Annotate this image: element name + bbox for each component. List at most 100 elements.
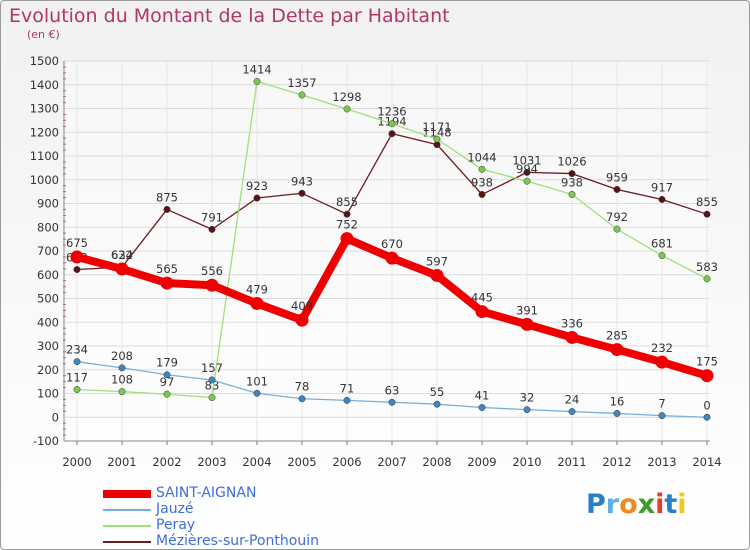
- data-point: [343, 210, 351, 218]
- legend-item: SAINT-AIGNAN: [103, 485, 353, 502]
- data-label: 16: [610, 394, 625, 408]
- data-label: 1298: [332, 90, 361, 104]
- data-label: 994: [516, 162, 538, 176]
- legend-item: Mézières-sur-Ponthouin: [103, 533, 353, 549]
- data-label: 445: [471, 291, 493, 305]
- data-label: 959: [606, 170, 628, 184]
- logo-letter: P: [586, 489, 606, 520]
- legend-label: SAINT-AIGNAN: [156, 485, 257, 501]
- legend-swatch: [103, 509, 151, 511]
- data-point: [385, 251, 399, 265]
- data-point: [478, 191, 486, 198]
- series-peray: 117 108 97 83 1414 1357 1298 1236 1171 1044 994 938…: [66, 62, 718, 401]
- x-tick-label: 2012: [602, 455, 631, 469]
- data-label: 923: [246, 179, 268, 193]
- data-label: 63: [385, 383, 400, 397]
- data-point: [343, 105, 351, 113]
- data-label: 1414: [242, 62, 271, 76]
- data-label: 565: [156, 262, 178, 276]
- x-tick-label: 2011: [557, 455, 586, 469]
- x-tick-label: 2000: [62, 455, 91, 469]
- series-jauze: 234 208 179 157 101 78 71 63 55 41 32 24 16 7 0: [66, 343, 711, 421]
- data-point: [388, 120, 396, 128]
- data-point: [658, 252, 666, 259]
- data-point: [70, 250, 84, 264]
- y-tick-label: 500: [37, 292, 59, 306]
- data-point: [565, 330, 579, 344]
- data-label: 7: [658, 397, 665, 411]
- data-label: 108: [111, 373, 133, 387]
- y-tick-label: 1200: [30, 125, 59, 139]
- data-label: 1357: [287, 76, 316, 90]
- legend-label: Mézières-sur-Ponthouin: [156, 533, 319, 549]
- data-point: [658, 412, 666, 420]
- data-label: 409: [291, 299, 313, 313]
- data-point: [478, 404, 486, 411]
- data-label: 583: [696, 260, 718, 274]
- x-tick-label: 2003: [197, 455, 226, 469]
- data-label: 943: [291, 174, 313, 188]
- data-label: 0: [703, 398, 710, 412]
- data-point: [208, 225, 216, 233]
- data-label: 597: [426, 254, 448, 268]
- data-label: 97: [160, 375, 175, 389]
- data-label: 632: [111, 248, 133, 262]
- data-point: [475, 305, 489, 319]
- data-point: [250, 296, 264, 310]
- y-tick-label: 1500: [30, 54, 59, 68]
- y-tick-label: 400: [37, 315, 59, 329]
- logo-letter: o: [619, 489, 638, 520]
- data-point: [115, 262, 129, 276]
- data-point: [163, 371, 171, 379]
- data-label: 41: [475, 389, 490, 403]
- data-label: 624: [111, 248, 133, 262]
- data-label: 32: [520, 391, 535, 405]
- x-tick-label: 2010: [512, 455, 541, 469]
- data-point: [523, 177, 531, 185]
- data-point: [343, 396, 351, 404]
- data-label: 24: [565, 393, 580, 407]
- proxiti-logo: Proxiti: [586, 489, 687, 520]
- legend-swatch: [103, 541, 151, 543]
- y-tick-label: 1100: [30, 149, 59, 163]
- data-label: 752: [336, 218, 358, 232]
- legend-label: Jauzé: [156, 501, 194, 517]
- logo-letter: i: [655, 489, 665, 520]
- legend-item: Peray: [103, 517, 353, 534]
- data-label: 391: [516, 303, 538, 317]
- data-label: 791: [201, 210, 223, 224]
- y-tick-label: 600: [37, 268, 59, 282]
- data-label: 855: [696, 195, 718, 209]
- legend-swatch: [103, 525, 151, 527]
- y-tick-label: 1400: [30, 78, 59, 92]
- data-label: 208: [111, 349, 133, 363]
- data-label: 855: [336, 195, 358, 209]
- data-point: [73, 386, 81, 393]
- data-point: [73, 266, 81, 273]
- data-point: [613, 410, 621, 417]
- data-point: [163, 205, 171, 213]
- data-label: 681: [651, 237, 673, 251]
- y-tick-label: 900: [37, 197, 59, 211]
- y-tick-label: 200: [37, 363, 59, 377]
- data-point: [253, 77, 261, 85]
- x-tick-label: 2014: [692, 455, 721, 469]
- data-label: 234: [66, 343, 88, 357]
- chart-title: Evolution du Montant de la Dette par Hab…: [9, 5, 450, 27]
- data-label: 917: [651, 180, 673, 194]
- y-tick-label: 0: [52, 410, 59, 424]
- y-tick-label: 100: [37, 387, 59, 401]
- x-tick-label: 2013: [647, 455, 676, 469]
- data-label: 670: [381, 237, 403, 251]
- data-label: 336: [561, 316, 583, 330]
- data-point: [208, 376, 216, 384]
- data-label: 1236: [377, 105, 406, 119]
- data-label: 675: [66, 236, 88, 250]
- data-point: [703, 275, 711, 283]
- data-label: 101: [246, 374, 268, 388]
- data-label: 875: [156, 190, 178, 204]
- logo-letter: i: [677, 489, 687, 520]
- x-tick-label: 2002: [152, 455, 181, 469]
- x-tick-label: 2006: [332, 455, 361, 469]
